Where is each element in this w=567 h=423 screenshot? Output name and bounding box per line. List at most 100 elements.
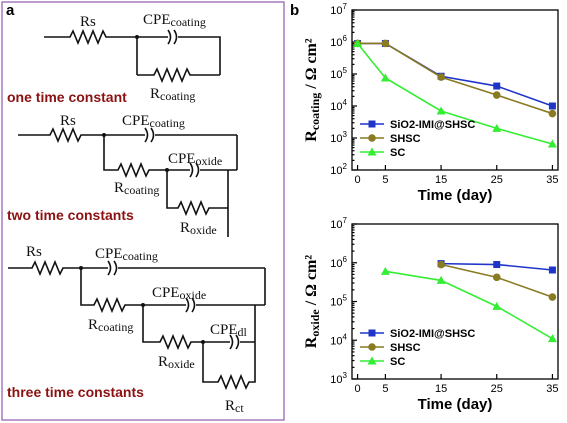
c2-legend-label-2: SC (390, 356, 405, 368)
chart-r-oxide: Roxide / Ω cm² Time (day) 103 104 105 106 10… (303, 216, 559, 413)
c2-r-oxide-label: Roxide (180, 220, 217, 237)
c1-legend-marker-0 (368, 120, 376, 128)
panel-a-label: a (6, 2, 15, 19)
c2-series-line-2 (385, 270, 553, 340)
c3-cpe-coating-symbol (107, 260, 118, 276)
c3-rs-label: Rs (26, 244, 42, 260)
c2-legend-label-1: SHSC (390, 342, 421, 354)
c1-xtick-label-3: 25 (491, 174, 503, 186)
c1-rs-label: Rs (80, 14, 96, 30)
c1-point-1-3 (492, 91, 501, 99)
c2-cpe-oxide-symbol (189, 162, 200, 178)
c1-xtick-label-0: 0 (355, 174, 361, 186)
panel-b-label: b (290, 2, 299, 19)
c2-point-2-3 (547, 334, 557, 343)
c1-caption: one time constant (7, 89, 127, 105)
chart-r-coating: Rcoating / Ω cm² Time (day) 102 103 104 105… (303, 2, 559, 204)
c1-ytick-label-3: 105 (330, 66, 347, 81)
c1-point-2-0 (353, 38, 363, 47)
c3-cpe-oxide-label: CPEoxide (152, 285, 206, 302)
c2-legend-label-0: SiO2-IMI@SHSC (390, 328, 475, 340)
c1-point-2-4 (547, 139, 557, 148)
circuit-three-time-constants: Rs CPEcoating CPEoxide Rcoating CPEdl Ro… (7, 244, 266, 415)
c1-legend-marker-1 (368, 134, 376, 142)
c3-cpe-dl-label: CPEdl (210, 322, 248, 339)
c1-point-0-4 (548, 102, 556, 110)
c2-xtick-label-4: 35 (546, 383, 558, 395)
c1-xtick-label-4: 35 (546, 174, 558, 186)
c1-series-line-0 (357, 42, 553, 107)
c3-cpe-oxide-symbol (185, 297, 196, 313)
c1-legend-label-1: SHSC (390, 133, 421, 145)
c1-legend-label-0: SiO2-IMI@SHSC (390, 119, 475, 131)
c2-xtick-label-1: 5 (382, 383, 388, 395)
c1-point-1-4 (548, 109, 557, 118)
c1-ytick-label-5: 107 (330, 2, 347, 17)
c2-point-2-1 (436, 275, 446, 284)
c2-point-1-2 (548, 293, 557, 301)
circuit-one-time-constant: Rs CPEcoating Rcoating one time constant (7, 12, 221, 105)
c1-node (135, 35, 139, 39)
c2-ytick-label-4: 107 (330, 216, 347, 231)
c3-cpe-dl-symbol (229, 334, 240, 350)
c3-r-ct-label: Rct (225, 398, 244, 415)
c2-y-axis-title: Roxide / Ω cm² (303, 255, 322, 349)
c2-legend-marker-0 (368, 329, 376, 337)
c2-node-2 (165, 168, 169, 172)
panel-a-frame (1, 1, 285, 421)
circuit-two-time-constants: Rs CPEcoating CPEoxide Rcoating Roxide t… (7, 113, 238, 237)
c1-xtick-label-2: 15 (435, 174, 447, 186)
c1-ytick-label-4: 106 (330, 34, 347, 49)
c2-r-coating-label: Rcoating (114, 180, 159, 197)
c3-node-1 (79, 266, 83, 270)
c1-cpe-coating-symbol (167, 29, 178, 45)
c2-ytick-label-3: 106 (330, 255, 347, 270)
c2-cpe-coating-label: CPEcoating (122, 113, 185, 130)
c2-legend-marker-2 (367, 356, 377, 365)
c1-ytick-label-0: 102 (330, 162, 347, 177)
c1-y-axis-title: Rcoating / Ω cm² (303, 38, 322, 142)
c1-xtick-label-1: 5 (382, 174, 388, 186)
c2-plot-frame (351, 223, 559, 380)
c1-point-1-1 (381, 39, 390, 48)
c2-legend-marker-1 (368, 343, 376, 351)
c2-x-axis-title: Time (day) (418, 396, 493, 413)
c2-ytick-label-0: 103 (330, 371, 347, 386)
c2-xtick-label-2: 15 (435, 383, 447, 395)
c2-point-2-2 (492, 301, 502, 310)
c2-rs-label: Rs (60, 113, 76, 129)
c1-wires (44, 28, 221, 84)
c3-r-coating-label: Rcoating (88, 317, 133, 334)
c2-cpe-coating-symbol (144, 127, 155, 143)
c1-point-2-1 (380, 73, 390, 82)
c2-point-0-1 (493, 261, 501, 269)
c3-wires (8, 259, 266, 391)
c2-node-1 (102, 133, 106, 137)
c1-point-2-3 (492, 123, 502, 132)
c1-ytick-label-1: 103 (330, 130, 347, 145)
c1-cpe-coating-label: CPEcoating (143, 12, 206, 29)
c1-x-axis-title: Time (day) (418, 187, 493, 204)
c2-point-0-2 (548, 266, 556, 274)
c3-node-3 (201, 340, 205, 344)
c2-xtick-label-0: 0 (355, 383, 361, 395)
c1-point-2-2 (436, 106, 446, 115)
c2-ytick-label-1: 104 (330, 332, 347, 347)
c2-wires (18, 126, 238, 237)
c2-caption: two time constants (7, 207, 134, 223)
c2-point-2-0 (380, 266, 390, 275)
c2-ytick-label-2: 105 (330, 294, 347, 309)
c2-cpe-oxide-label: CPEoxide (168, 151, 222, 168)
c2-xtick-label-3: 25 (491, 383, 503, 395)
c3-caption: three time constants (7, 384, 144, 400)
c1-point-1-2 (437, 73, 445, 81)
c3-cpe-coating-label: CPEcoating (95, 246, 158, 263)
c2-point-1-1 (492, 273, 501, 282)
c1-legend-marker-2 (367, 147, 377, 156)
c1-legend-label-2: SC (390, 147, 405, 159)
c1-point-0-3 (493, 82, 501, 90)
c3-node-2 (141, 303, 145, 307)
c1-r-coating-label: Rcoating (150, 86, 195, 103)
c1-plot-frame (351, 9, 559, 171)
